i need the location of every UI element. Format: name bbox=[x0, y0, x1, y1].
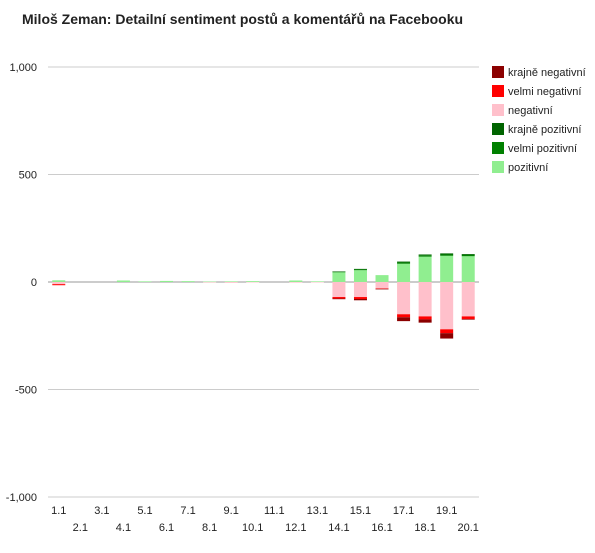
y-tick-label: 500 bbox=[19, 170, 37, 182]
bar-segment bbox=[181, 281, 195, 282]
bar-segment bbox=[224, 281, 238, 282]
bar-segment bbox=[52, 280, 66, 282]
bar-segment bbox=[418, 255, 432, 257]
bar-segment bbox=[332, 282, 346, 298]
legend-swatch bbox=[492, 66, 504, 78]
x-tick-label: 14.1 bbox=[328, 522, 349, 534]
legend-label: pozitivní bbox=[508, 162, 548, 174]
x-tick-label: 9.1 bbox=[224, 505, 239, 517]
bar-segment bbox=[203, 281, 217, 283]
bar-segment bbox=[353, 270, 367, 282]
chart-title: Miloš Zeman: Detailní sentiment postů a … bbox=[22, 11, 464, 27]
legend-swatch bbox=[492, 104, 504, 116]
bar-segment bbox=[440, 282, 454, 330]
bar-segment bbox=[332, 298, 346, 300]
bar-segment bbox=[332, 272, 346, 282]
x-tick-label: 18.1 bbox=[414, 522, 435, 534]
bar-segment bbox=[375, 282, 389, 289]
x-tick-label: 1.1 bbox=[51, 505, 66, 517]
bar-segment bbox=[397, 282, 411, 315]
bar-segment bbox=[289, 282, 303, 283]
bar-segment bbox=[440, 255, 454, 282]
y-tick-label: -1,000 bbox=[6, 492, 37, 504]
bar-segment bbox=[461, 282, 475, 317]
bar-segment bbox=[440, 254, 454, 256]
bar-segment bbox=[375, 275, 389, 282]
bar-segment bbox=[397, 261, 411, 263]
y-tick-label: -500 bbox=[15, 385, 37, 397]
legend-label: velmi pozitivní bbox=[508, 143, 577, 155]
bar-segment bbox=[246, 282, 260, 283]
legend-swatch bbox=[492, 123, 504, 135]
bar-segment bbox=[310, 281, 324, 282]
x-tick-label: 13.1 bbox=[307, 505, 328, 517]
bar-segment bbox=[461, 316, 475, 319]
x-tick-label: 4.1 bbox=[116, 522, 131, 534]
x-tick-label: 11.1 bbox=[264, 505, 285, 517]
bar-segment bbox=[418, 254, 432, 256]
bar-segment bbox=[52, 282, 66, 285]
bar-segment bbox=[353, 298, 367, 301]
legend-swatch bbox=[492, 161, 504, 173]
bar-segment bbox=[289, 280, 303, 282]
bar-segment bbox=[375, 288, 389, 290]
bar-segment bbox=[160, 280, 174, 282]
bar-segment bbox=[224, 282, 238, 283]
bar-segment bbox=[375, 288, 389, 289]
x-tick-label: 7.1 bbox=[180, 505, 195, 517]
bar-segment bbox=[332, 271, 346, 273]
bar-segment bbox=[418, 319, 432, 323]
legend-label: velmi negativní bbox=[508, 86, 581, 98]
x-tick-label: 5.1 bbox=[137, 505, 152, 517]
bar-segment bbox=[397, 317, 411, 322]
bar-segment bbox=[461, 254, 475, 257]
x-tick-label: 12.1 bbox=[285, 522, 306, 534]
bar-segment bbox=[353, 269, 367, 271]
bar-segment bbox=[332, 297, 346, 299]
legend-swatch bbox=[492, 142, 504, 154]
bar-segment bbox=[461, 254, 475, 255]
bar-segment bbox=[418, 282, 432, 317]
x-tick-label: 2.1 bbox=[73, 522, 88, 534]
bar-segment bbox=[440, 333, 454, 339]
bar-segment bbox=[397, 263, 411, 282]
bar-segment bbox=[397, 262, 411, 264]
bar-segment bbox=[203, 282, 217, 283]
bar-segment bbox=[440, 329, 454, 334]
bar-segment bbox=[353, 282, 367, 298]
bar-segment bbox=[461, 256, 475, 282]
x-tick-label: 19.1 bbox=[436, 505, 457, 517]
x-tick-label: 3.1 bbox=[94, 505, 109, 517]
x-tick-label: 17.1 bbox=[393, 505, 414, 517]
legend-label: krajně negativní bbox=[508, 67, 586, 79]
x-tick-label: 16.1 bbox=[371, 522, 392, 534]
bar-segment bbox=[418, 256, 432, 282]
x-tick-label: 10.1 bbox=[242, 522, 263, 534]
y-tick-label: 0 bbox=[31, 277, 37, 289]
y-tick-label: 1,000 bbox=[9, 62, 37, 74]
bar-segment bbox=[461, 318, 475, 320]
bar-segment bbox=[246, 281, 260, 282]
bar-segment bbox=[138, 281, 152, 282]
legend-label: krajně pozitivní bbox=[508, 124, 581, 136]
bar-segment bbox=[418, 316, 432, 320]
bar-segment bbox=[397, 314, 411, 318]
bar-segment bbox=[353, 297, 367, 299]
legend-swatch bbox=[492, 85, 504, 97]
x-tick-label: 15.1 bbox=[350, 505, 371, 517]
bar-segment bbox=[116, 280, 130, 282]
x-tick-label: 6.1 bbox=[159, 522, 174, 534]
bar-segment bbox=[332, 271, 346, 272]
bar-segment bbox=[52, 284, 66, 286]
bar-segment bbox=[440, 253, 454, 255]
legend-label: negativní bbox=[508, 105, 553, 117]
bar-segment bbox=[310, 282, 324, 283]
x-tick-label: 20.1 bbox=[458, 522, 479, 534]
x-tick-label: 8.1 bbox=[202, 522, 217, 534]
bar-segment bbox=[353, 268, 367, 270]
